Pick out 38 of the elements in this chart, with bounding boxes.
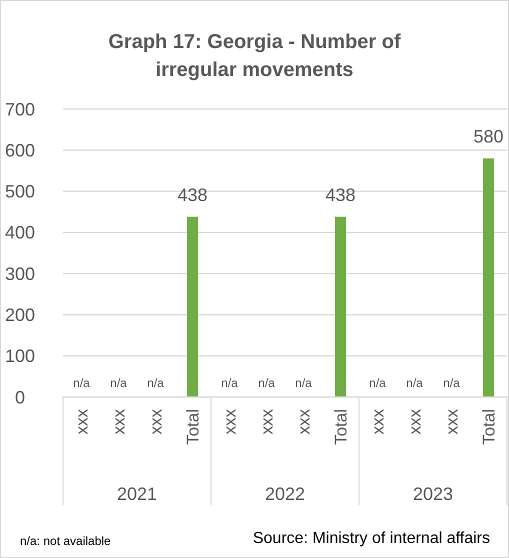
y-tick-label: 600 xyxy=(4,140,36,160)
x-tick-label: xxx xyxy=(72,408,92,434)
x-tick-label: Total xyxy=(183,409,202,445)
y-tick-label: 100 xyxy=(4,346,36,366)
text: n/a xyxy=(258,376,275,390)
data-label: 438 xyxy=(177,184,208,205)
text: n/a xyxy=(221,376,238,390)
text: 2022 xyxy=(264,484,306,504)
x-tick-label: Total xyxy=(479,409,498,445)
text: n/a xyxy=(406,376,423,390)
y-tick-label: 300 xyxy=(4,264,36,284)
data-label: 580 xyxy=(473,126,504,146)
x-tick-label: xxx xyxy=(109,408,128,434)
text: n/a xyxy=(295,376,312,390)
y-tick-label: 200 xyxy=(4,305,36,326)
y-tick-label: 500 xyxy=(4,182,36,202)
text: n/a xyxy=(147,376,164,390)
text: 2023 xyxy=(412,484,454,504)
chart-title: Graph 17: Georgia - Number of irregular movements xyxy=(108,31,401,81)
x-tick-label: xxx xyxy=(405,408,424,434)
text: n/a xyxy=(73,376,90,390)
text: 2021 xyxy=(116,484,158,504)
text: n/a xyxy=(369,376,386,390)
text: n/a xyxy=(443,376,460,390)
text: n/a xyxy=(110,376,127,390)
y-tick-label: 400 xyxy=(4,222,36,243)
x-tick-label: xxx xyxy=(220,408,240,434)
y-tick-label: 700 xyxy=(4,99,36,120)
text: n/a: not available xyxy=(20,534,112,548)
x-tick-label: Total xyxy=(331,409,350,445)
y-tick-label: 0 xyxy=(14,387,26,408)
x-tick-label: xxx xyxy=(368,408,388,434)
x-tick-label: xxx xyxy=(294,408,314,434)
x-tick-label: xxx xyxy=(442,408,462,434)
data-label: 438 xyxy=(325,184,356,205)
x-tick-label: xxx xyxy=(146,408,166,434)
x-tick-label: xxx xyxy=(257,408,276,434)
source-note: Source: Ministry of internal affairs xyxy=(252,530,490,547)
